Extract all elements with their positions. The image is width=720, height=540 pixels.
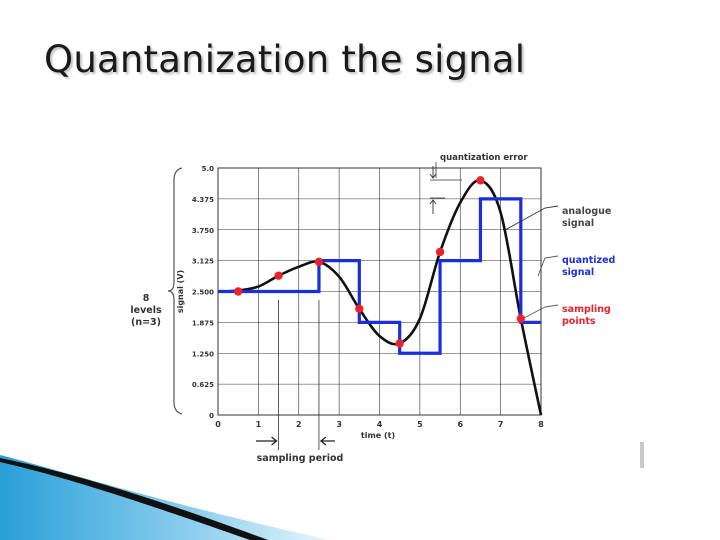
y-tick-label: 0 [209, 412, 214, 420]
y-tick-label: 2.500 [192, 289, 214, 297]
x-tick-label: 6 [457, 420, 463, 429]
sampling-point [233, 287, 243, 296]
side-mark [640, 442, 644, 468]
sampling-point [355, 304, 364, 313]
black-swoosh [0, 458, 268, 540]
quantization-error-label: quantization error [440, 153, 528, 163]
levels-label: 8 levels (n=3) [130, 293, 162, 328]
x-tick-label: 3 [336, 420, 342, 429]
sampling-point [435, 247, 445, 257]
analogue-leader [504, 205, 559, 231]
slide-title: Quantanization the signal [44, 38, 526, 81]
y-tick-label: 3.750 [192, 227, 214, 235]
y-tick-label: 5.0 [202, 165, 215, 173]
y-tick-label: 1.875 [192, 319, 214, 327]
y-tick-label: 3.125 [192, 258, 214, 266]
sp-arrow-left [319, 436, 335, 446]
blue-swoosh [0, 455, 330, 540]
analogue-signal-label: analogue signal [562, 206, 611, 229]
y-tick-label: 0.625 [192, 381, 214, 389]
x-tick-label: 5 [417, 420, 423, 429]
sampling-point [314, 257, 324, 267]
x-tick-label: 8 [538, 420, 544, 429]
sampling-point [476, 176, 485, 185]
x-axis-label: time (t) [361, 431, 395, 440]
sampling-point [395, 339, 404, 348]
sp-arrow-right [256, 436, 278, 446]
sampling-points-label: sampling points [562, 304, 611, 327]
y-tick-label: 1.250 [192, 350, 214, 358]
quantized-leader [537, 255, 559, 277]
qe-arrow-down [429, 166, 437, 179]
x-tick-label: 2 [296, 420, 302, 429]
x-tick-label: 0 [215, 420, 221, 429]
sampling-point [516, 314, 526, 323]
quantized-signal-line [218, 197, 541, 355]
x-tick-label: 1 [256, 420, 262, 429]
x-tick-label: 4 [377, 420, 383, 429]
levels-brace [167, 167, 183, 415]
qe-arrow-up [429, 199, 437, 214]
sampling-leader [523, 304, 559, 319]
x-tick-label: 7 [498, 420, 504, 429]
quantized-signal-label: quantized signal [562, 255, 615, 278]
y-tick-label: 4.375 [192, 196, 214, 204]
sampling-point [274, 271, 283, 280]
y-axis-label: signal (V) [176, 270, 185, 313]
sampling-period-label: sampling period [257, 453, 344, 464]
